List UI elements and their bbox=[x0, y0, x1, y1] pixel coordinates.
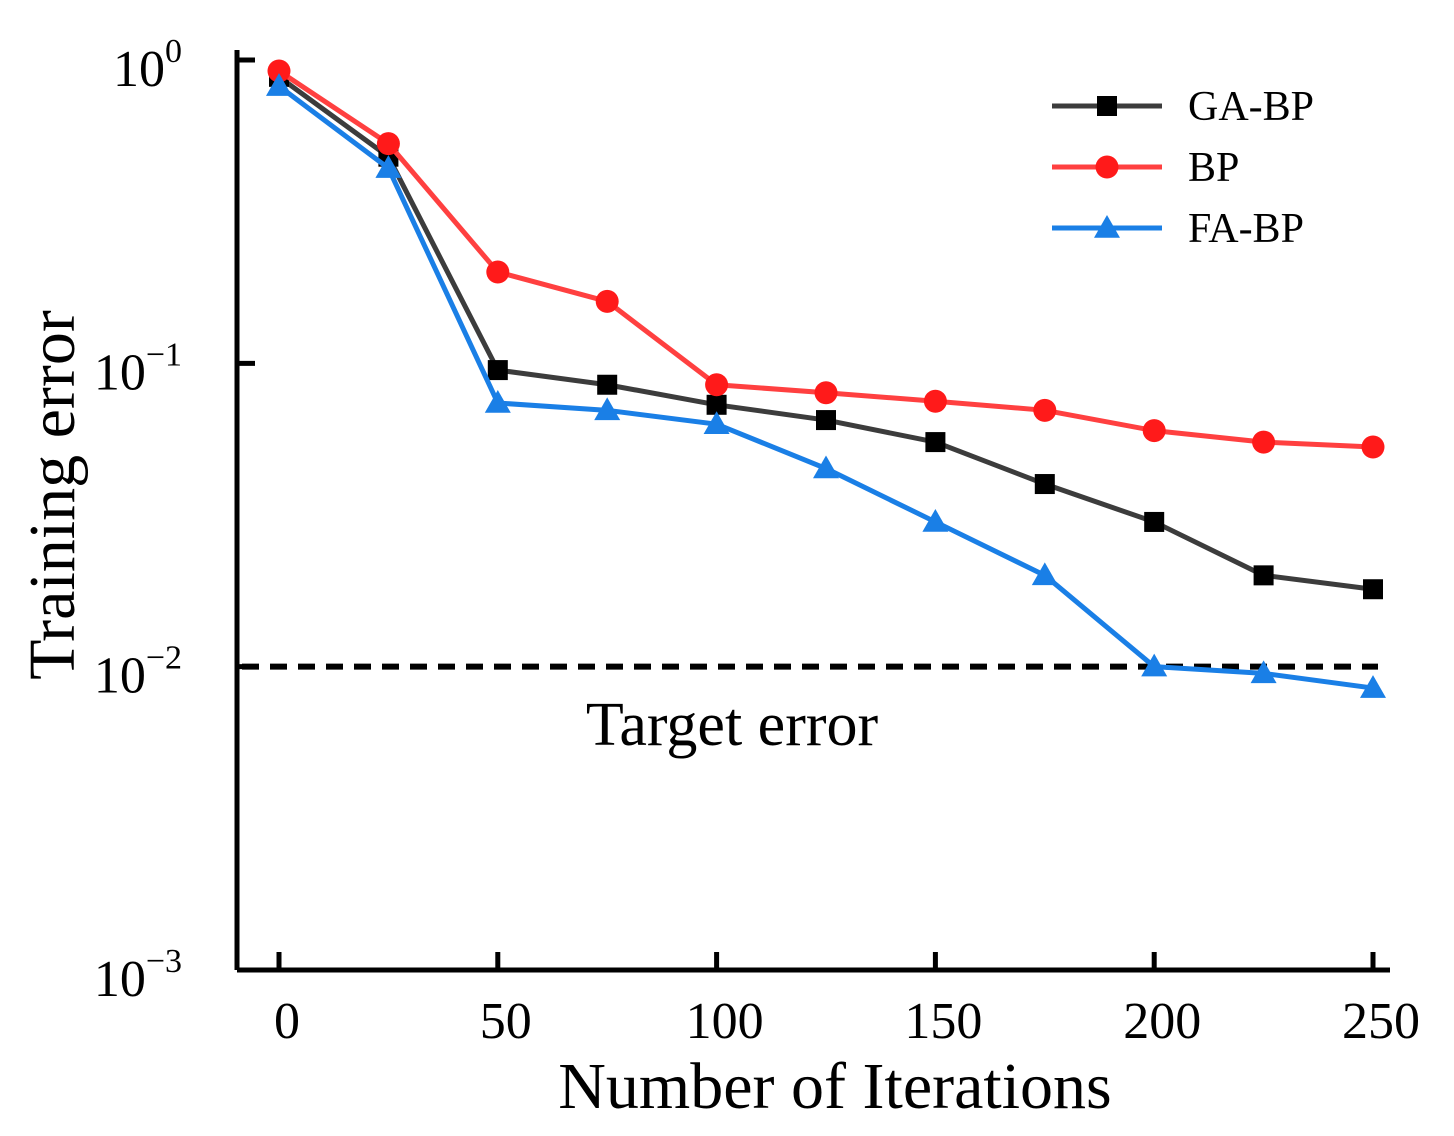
data-point-fa-bp bbox=[1250, 660, 1277, 684]
data-point-bp bbox=[376, 132, 400, 156]
data-point-bp bbox=[705, 373, 729, 397]
y-tick-label: 10−2 bbox=[94, 640, 182, 705]
data-point-fa-bp bbox=[375, 155, 402, 178]
target-error-label: Target error bbox=[586, 691, 879, 759]
data-point-bp bbox=[814, 381, 838, 405]
data-point-bp bbox=[1033, 398, 1057, 422]
data-point-bp bbox=[1252, 430, 1276, 454]
data-point-fa-bp bbox=[266, 73, 292, 96]
data-point-bp bbox=[267, 59, 291, 83]
x-tick-label: 100 bbox=[686, 993, 764, 1050]
data-point-fa-bp bbox=[594, 397, 621, 421]
legend-marker bbox=[1094, 215, 1120, 238]
data-point-ga-bp bbox=[597, 374, 618, 395]
data-point-ga-bp bbox=[487, 360, 508, 381]
data-point-bp bbox=[1142, 419, 1166, 443]
axes: 100 10−1 10−2 10−3 0 50 100 150 200 250 bbox=[94, 33, 1420, 1050]
data-point-ga-bp bbox=[1034, 474, 1055, 495]
data-point-ga-bp bbox=[1253, 565, 1274, 586]
data-point-fa-bp bbox=[1141, 653, 1168, 677]
legend-marker bbox=[1097, 96, 1117, 116]
data-point-fa-bp bbox=[1360, 675, 1386, 698]
data-point-ga-bp bbox=[706, 394, 727, 415]
data-point-ga-bp bbox=[925, 432, 946, 453]
data-point-fa-bp bbox=[813, 455, 839, 479]
y-tick-label: 10−3 bbox=[94, 943, 182, 1008]
data-point-ga-bp bbox=[816, 410, 836, 431]
data-point-fa-bp bbox=[922, 508, 949, 532]
data-point-bp bbox=[486, 260, 510, 284]
legend: GA-BP BP FA-BP bbox=[1052, 84, 1314, 252]
y-tick-label: 10−1 bbox=[94, 336, 182, 401]
x-tick-label: 50 bbox=[480, 993, 532, 1050]
data-point-ga-bp bbox=[1144, 511, 1165, 532]
data-point-ga-bp bbox=[1363, 579, 1383, 600]
x-tick-label: 0 bbox=[274, 993, 300, 1050]
series-fa-bp bbox=[266, 73, 1386, 698]
data-point-fa-bp bbox=[484, 389, 511, 413]
x-axis-title: Number of Iterations bbox=[558, 1050, 1112, 1123]
legend-marker bbox=[1095, 155, 1119, 179]
y-axis-title: Training error bbox=[16, 310, 89, 680]
legend-label: GA-BP bbox=[1188, 84, 1314, 130]
x-tick-label: 150 bbox=[904, 993, 982, 1050]
data-point-fa-bp bbox=[1031, 562, 1058, 586]
legend-label: FA-BP bbox=[1188, 206, 1304, 252]
series-bp bbox=[267, 59, 1385, 459]
data-point-fa-bp bbox=[703, 411, 730, 434]
series-layer bbox=[266, 59, 1386, 698]
data-point-bp bbox=[595, 289, 619, 313]
legend-label: BP bbox=[1188, 145, 1239, 191]
x-tick-label: 200 bbox=[1123, 993, 1201, 1050]
data-point-bp bbox=[923, 389, 947, 413]
y-tick-label: 100 bbox=[113, 33, 182, 98]
data-point-bp bbox=[1361, 435, 1385, 459]
x-tick-label: 250 bbox=[1342, 993, 1420, 1050]
